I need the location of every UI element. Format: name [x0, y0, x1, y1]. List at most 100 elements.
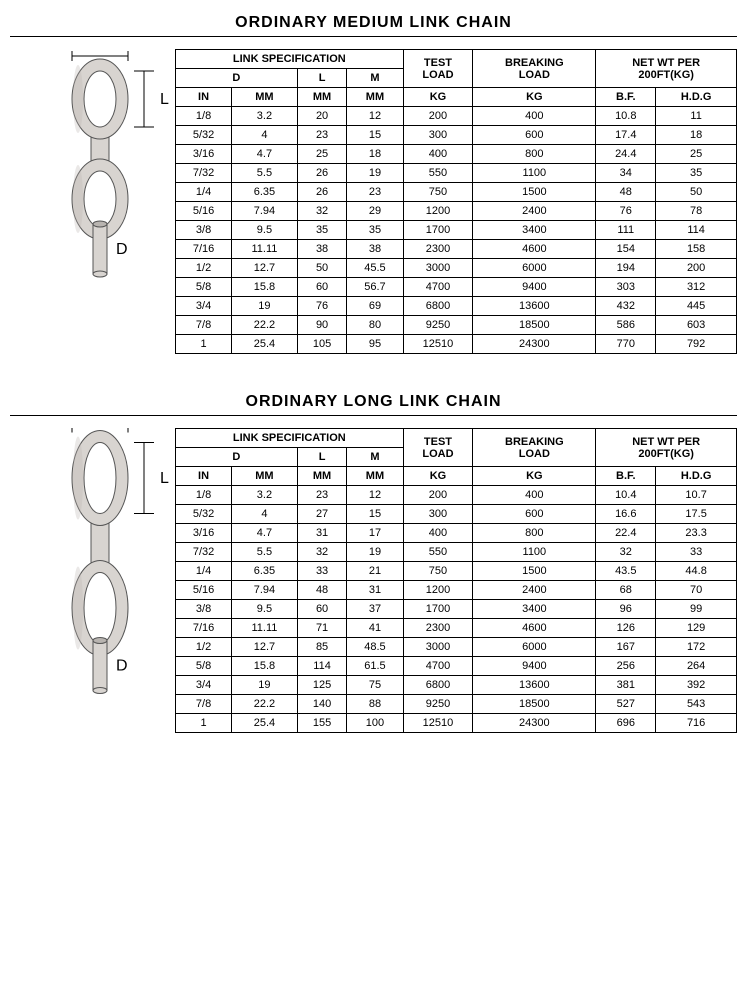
- table-cell: 17.5: [656, 505, 737, 524]
- table-cell: 25.4: [232, 714, 298, 733]
- table-cell: 12510: [403, 335, 473, 354]
- table-cell: 33: [297, 562, 347, 581]
- table-cell: 22.4: [596, 524, 656, 543]
- table-cell: 114: [656, 221, 737, 240]
- table-cell: 23: [297, 486, 347, 505]
- label-m: M: [93, 49, 106, 53]
- table-cell: 5.5: [232, 543, 298, 562]
- table-cell: 300: [403, 126, 473, 145]
- table-cell: 1/8: [176, 107, 232, 126]
- table-cell: 68: [596, 581, 656, 600]
- table-cell: 69: [347, 297, 403, 316]
- table-cell: 4.7: [232, 524, 298, 543]
- table-cell: 7/32: [176, 164, 232, 183]
- table-cell: 5/8: [176, 278, 232, 297]
- table-cell: 78: [656, 202, 737, 221]
- unit-in: IN: [176, 467, 232, 486]
- table-cell: 20: [297, 107, 347, 126]
- table-cell: 76: [297, 297, 347, 316]
- table-cell: 34: [596, 164, 656, 183]
- table-cell: 23: [347, 183, 403, 202]
- table-cell: 1/4: [176, 562, 232, 581]
- table-cell: 200: [656, 259, 737, 278]
- table-cell: 140: [297, 695, 347, 714]
- table-cell: 75: [347, 676, 403, 695]
- table-cell: 550: [403, 543, 473, 562]
- table-cell: 17: [347, 524, 403, 543]
- table-cell: 2400: [473, 581, 596, 600]
- table-cell: 167: [596, 638, 656, 657]
- table-cell: 6.35: [232, 562, 298, 581]
- table-row: 5/815.811461.547009400256264: [176, 657, 737, 676]
- table-cell: 70: [656, 581, 737, 600]
- table-cell: 12: [347, 486, 403, 505]
- unit-mm: MM: [297, 88, 347, 107]
- table-cell: 48: [297, 581, 347, 600]
- table-cell: 15: [347, 505, 403, 524]
- table-row: 3/4197669680013600432445: [176, 297, 737, 316]
- table-cell: 1/4: [176, 183, 232, 202]
- table-cell: 10.8: [596, 107, 656, 126]
- table-cell: 15.8: [232, 657, 298, 676]
- table-cell: 26: [297, 183, 347, 202]
- table-cell: 22.2: [232, 695, 298, 714]
- table-cell: 80: [347, 316, 403, 335]
- table-row: 1/46.35262375015004850: [176, 183, 737, 202]
- table-cell: 25.4: [232, 335, 298, 354]
- table-cell: 10.7: [656, 486, 737, 505]
- table-cell: 126: [596, 619, 656, 638]
- table-cell: 3/8: [176, 600, 232, 619]
- table-cell: 17.4: [596, 126, 656, 145]
- table-cell: 18500: [473, 695, 596, 714]
- table-cell: 194: [596, 259, 656, 278]
- label-l: L: [160, 91, 169, 108]
- hdr-netwt: NET WT PER200FT(KG): [596, 429, 737, 467]
- table-cell: 1100: [473, 164, 596, 183]
- hdr-m: M: [347, 69, 403, 88]
- table-cell: 35: [347, 221, 403, 240]
- table-row: 5/324231530060017.418: [176, 126, 737, 145]
- table-cell: 1: [176, 335, 232, 354]
- table-cell: 392: [656, 676, 737, 695]
- table-cell: 7.94: [232, 202, 298, 221]
- table-row: 3/41912575680013600381392: [176, 676, 737, 695]
- table-cell: 155: [297, 714, 347, 733]
- unit-bf: B.F.: [596, 467, 656, 486]
- table-cell: 1: [176, 714, 232, 733]
- table-unit-row: IN MM MM MM KG KG B.F. H.D.G: [176, 467, 737, 486]
- table-row: 3/89.5353517003400111114: [176, 221, 737, 240]
- table-cell: 300: [403, 505, 473, 524]
- table-row: 3/164.7251840080024.425: [176, 145, 737, 164]
- table-row: 1/46.353321750150043.544.8: [176, 562, 737, 581]
- unit-hdg: H.D.G: [656, 467, 737, 486]
- hdr-break: BREAKINGLOAD: [473, 429, 596, 467]
- table-cell: 13600: [473, 297, 596, 316]
- table-cell: 33: [656, 543, 737, 562]
- table-cell: 11: [656, 107, 737, 126]
- chain-diagram: M L D: [10, 49, 175, 359]
- table-cell: 6.35: [232, 183, 298, 202]
- table-cell: 550: [403, 164, 473, 183]
- table-cell: 445: [656, 297, 737, 316]
- table-cell: 303: [596, 278, 656, 297]
- table-cell: 16.6: [596, 505, 656, 524]
- table-cell: 90: [297, 316, 347, 335]
- table-cell: 1500: [473, 562, 596, 581]
- unit-mm: MM: [347, 467, 403, 486]
- table-cell: 312: [656, 278, 737, 297]
- hdr-netwt: NET WT PER200FT(KG): [596, 50, 737, 88]
- table-cell: 60: [297, 600, 347, 619]
- table-cell: 15.8: [232, 278, 298, 297]
- table-cell: 6000: [473, 638, 596, 657]
- table-cell: 9400: [473, 278, 596, 297]
- table-cell: 750: [403, 562, 473, 581]
- label-d: D: [116, 241, 128, 258]
- table-cell: 7.94: [232, 581, 298, 600]
- diagram-container: M L D: [10, 49, 175, 359]
- table-unit-row: IN MM MM MM KG KG B.F. H.D.G: [176, 88, 737, 107]
- table-cell: 50: [297, 259, 347, 278]
- table-cell: 9400: [473, 657, 596, 676]
- table-row: 7/325.5261955011003435: [176, 164, 737, 183]
- table-cell: 12.7: [232, 259, 298, 278]
- table-header-row: LINK SPECIFICATION TESTLOAD BREAKINGLOAD…: [176, 50, 737, 69]
